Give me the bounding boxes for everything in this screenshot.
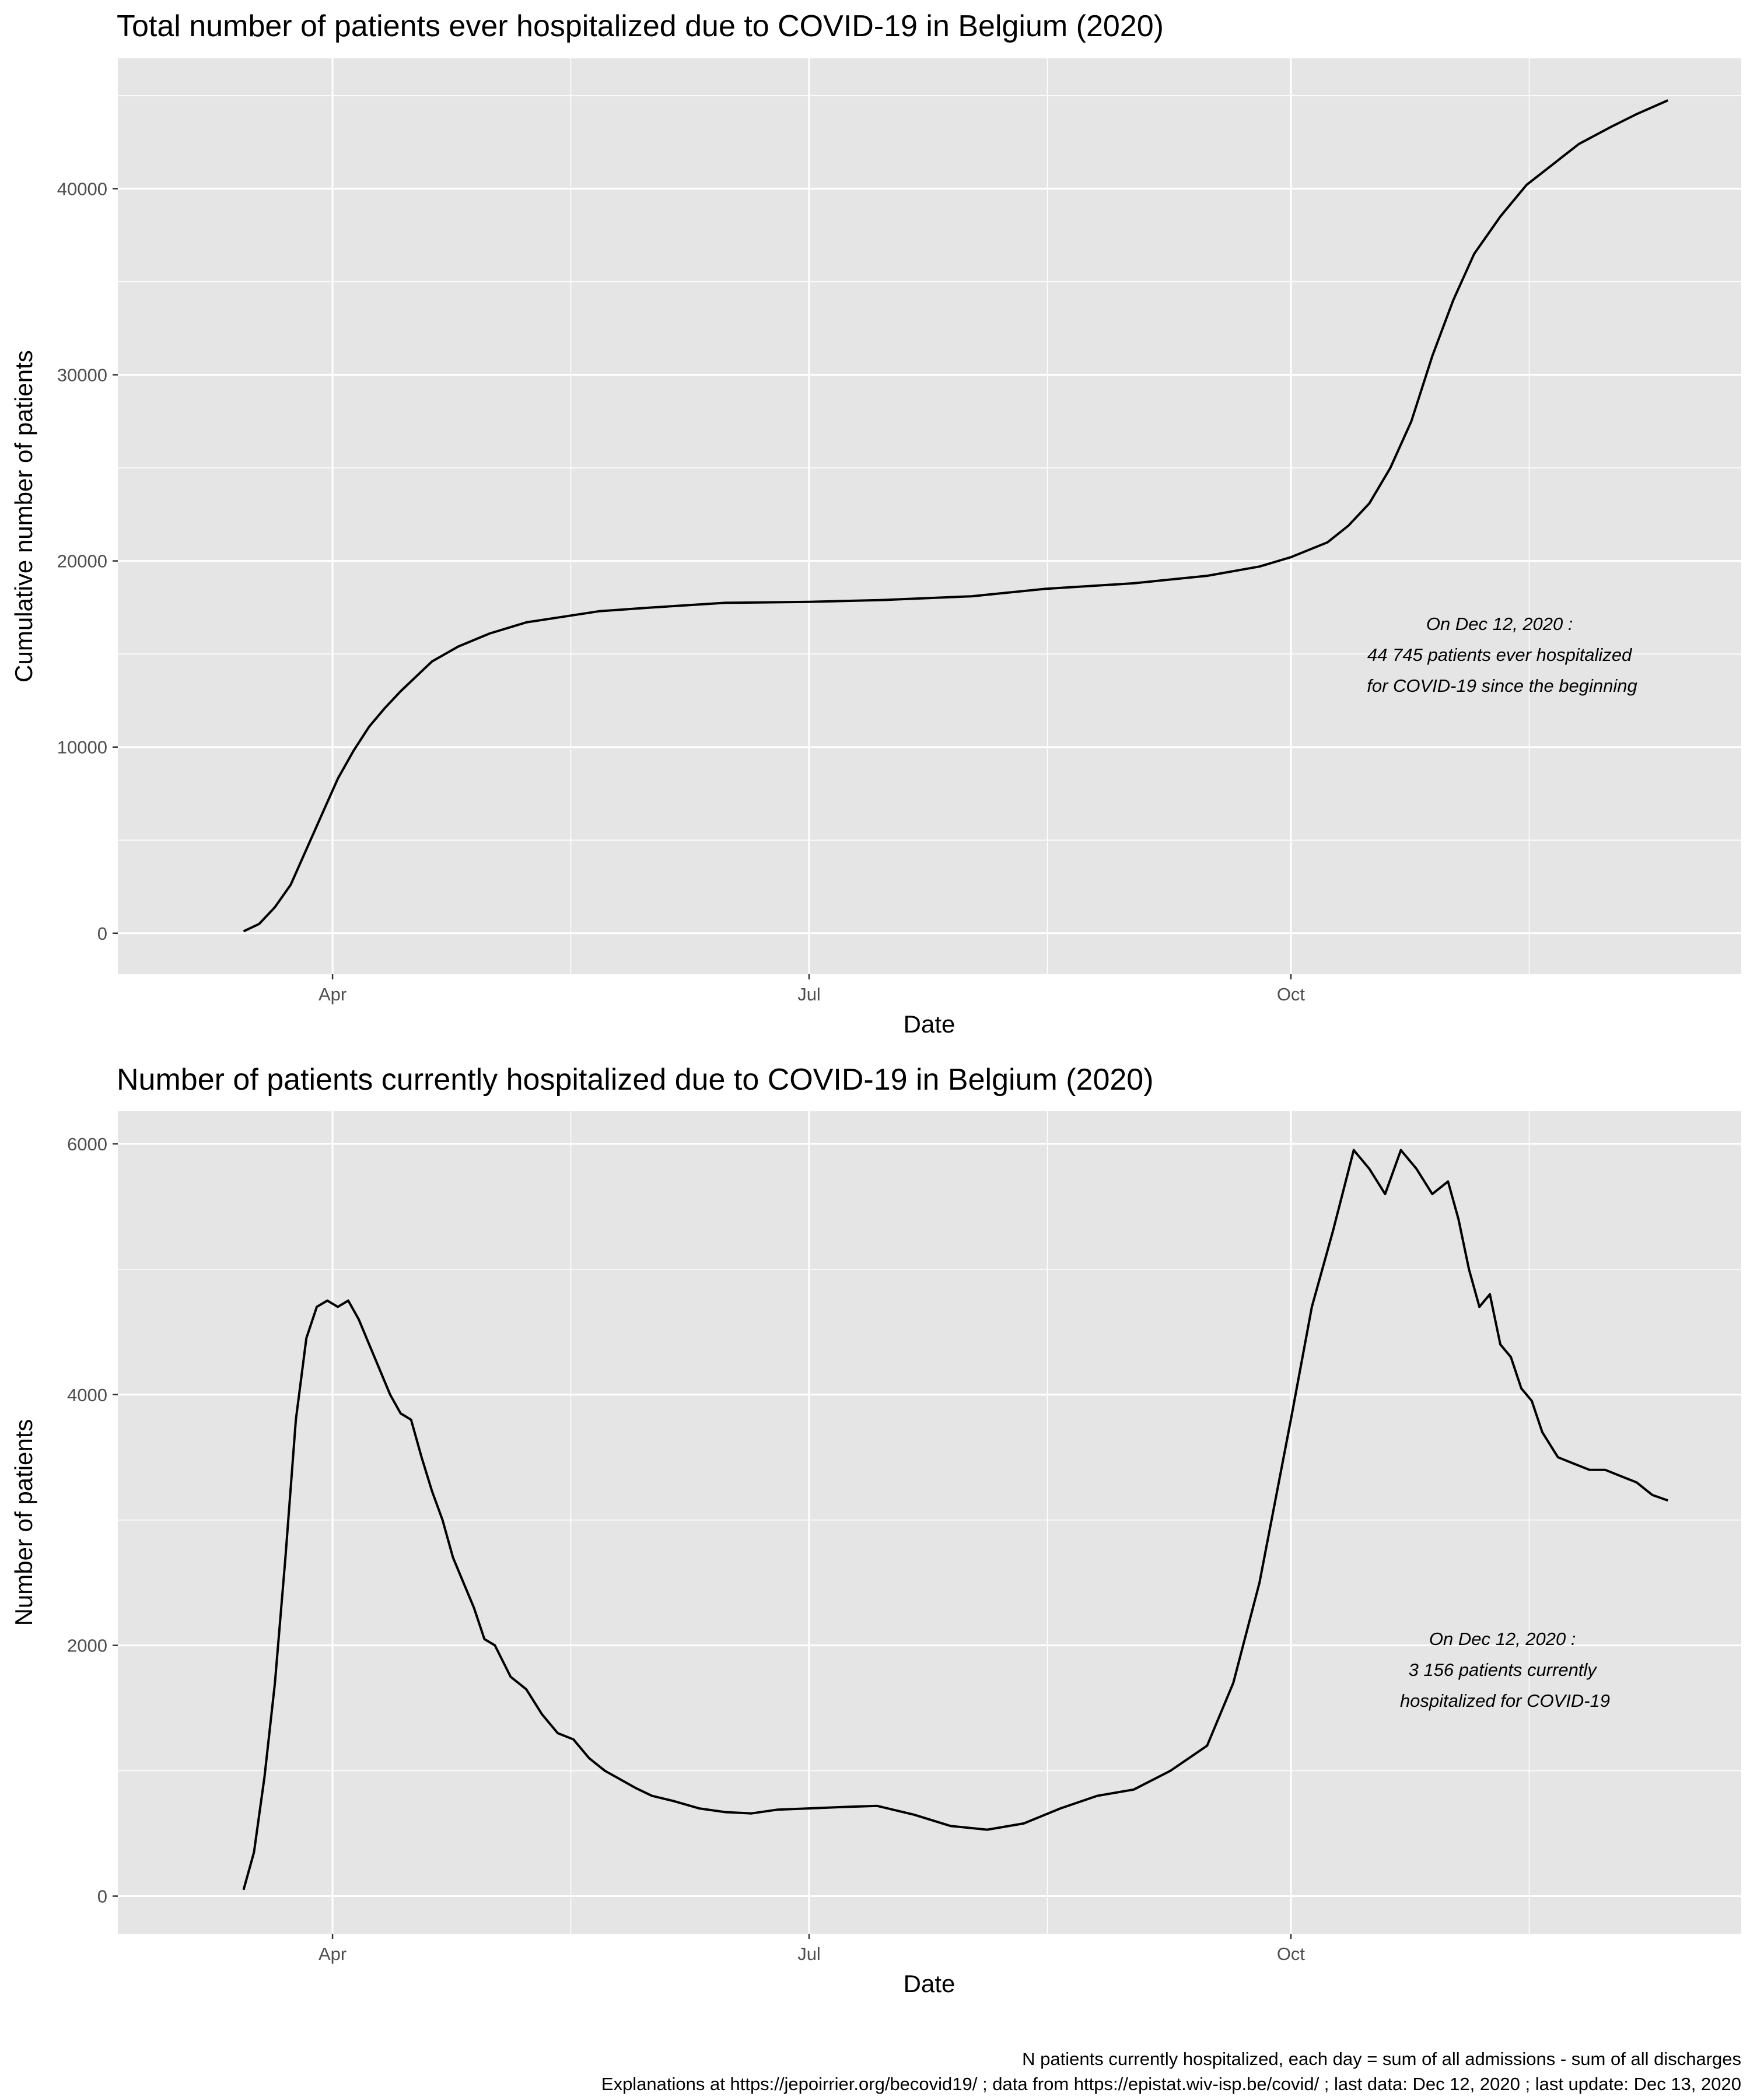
y-tick-label: 40000	[57, 178, 107, 199]
chart-2-x-ticks: Apr Jul Oct	[318, 1934, 1305, 1964]
chart-2-annotation-line: On Dec 12, 2020 :	[1429, 1629, 1576, 1649]
series-line	[242, 1149, 1668, 1891]
series-line	[243, 99, 1669, 933]
x-tick-label: Jul	[797, 984, 821, 1005]
chart-2-annotation-line: hospitalized for COVID-19	[1400, 1690, 1610, 1711]
chart-1-annotation-line: for COVID-19 since the beginning	[1367, 676, 1637, 696]
chart-current: Number of patients currently hospitalize…	[10, 1063, 1741, 1997]
chart-2-annotation-line: 3 156 patients currently	[1409, 1660, 1598, 1680]
chart-2-title: Number of patients currently hospitalize…	[117, 1063, 1154, 1097]
chart-1-x-axis-title: Date	[904, 1010, 956, 1038]
chart-1-panel	[118, 58, 1741, 974]
y-tick-label: 20000	[57, 551, 107, 572]
chart-1-x-ticks: Apr Jul Oct	[318, 974, 1305, 1005]
y-tick-label: 0	[97, 923, 107, 944]
chart-2-annotation: On Dec 12, 2020 : 3 156 patients current…	[1400, 1629, 1610, 1711]
x-tick-label: Apr	[318, 1944, 346, 1964]
chart-2-x-axis-title: Date	[904, 1970, 956, 1997]
chart-1-y-axis-title: Cumulative number of patients	[10, 350, 37, 682]
x-tick-label: Apr	[318, 984, 346, 1005]
chart-1-annotation: On Dec 12, 2020 : 44 745 patients ever h…	[1367, 614, 1637, 696]
caption-line-2: Explanations at https://jepoirrier.org/b…	[601, 2074, 1741, 2094]
chart-2-y-axis-title: Number of patients	[10, 1419, 37, 1626]
chart-1-grid	[118, 58, 1741, 974]
y-tick-label: 2000	[67, 1636, 107, 1656]
y-tick-label: 0	[97, 1887, 107, 1907]
y-tick-label: 4000	[67, 1385, 107, 1405]
chart-2-series	[242, 1149, 1668, 1891]
chart-2-panel	[118, 1111, 1741, 1934]
x-tick-label: Jul	[797, 1944, 821, 1964]
x-tick-label: Oct	[1277, 1944, 1306, 1964]
chart-1-series	[243, 99, 1669, 933]
y-tick-label: 6000	[67, 1134, 107, 1154]
chart-cumulative: Total number of patients ever hospitaliz…	[10, 9, 1741, 1038]
chart-1-annotation-line: 44 745 patients ever hospitalized	[1367, 645, 1633, 665]
chart-2-y-ticks: 0 2000 4000 6000	[67, 1134, 118, 1907]
caption-line-1: N patients currently hospitalized, each …	[1022, 2049, 1741, 2069]
chart-1-annotation-line: On Dec 12, 2020 :	[1426, 614, 1573, 634]
y-tick-label: 10000	[57, 737, 107, 758]
x-tick-label: Oct	[1277, 984, 1306, 1005]
chart-1-y-ticks: 0 10000 20000 30000 40000	[57, 178, 118, 944]
chart-1-title: Total number of patients ever hospitaliz…	[117, 9, 1164, 43]
y-tick-label: 30000	[57, 365, 107, 385]
chart-2-grid	[118, 1111, 1741, 1934]
